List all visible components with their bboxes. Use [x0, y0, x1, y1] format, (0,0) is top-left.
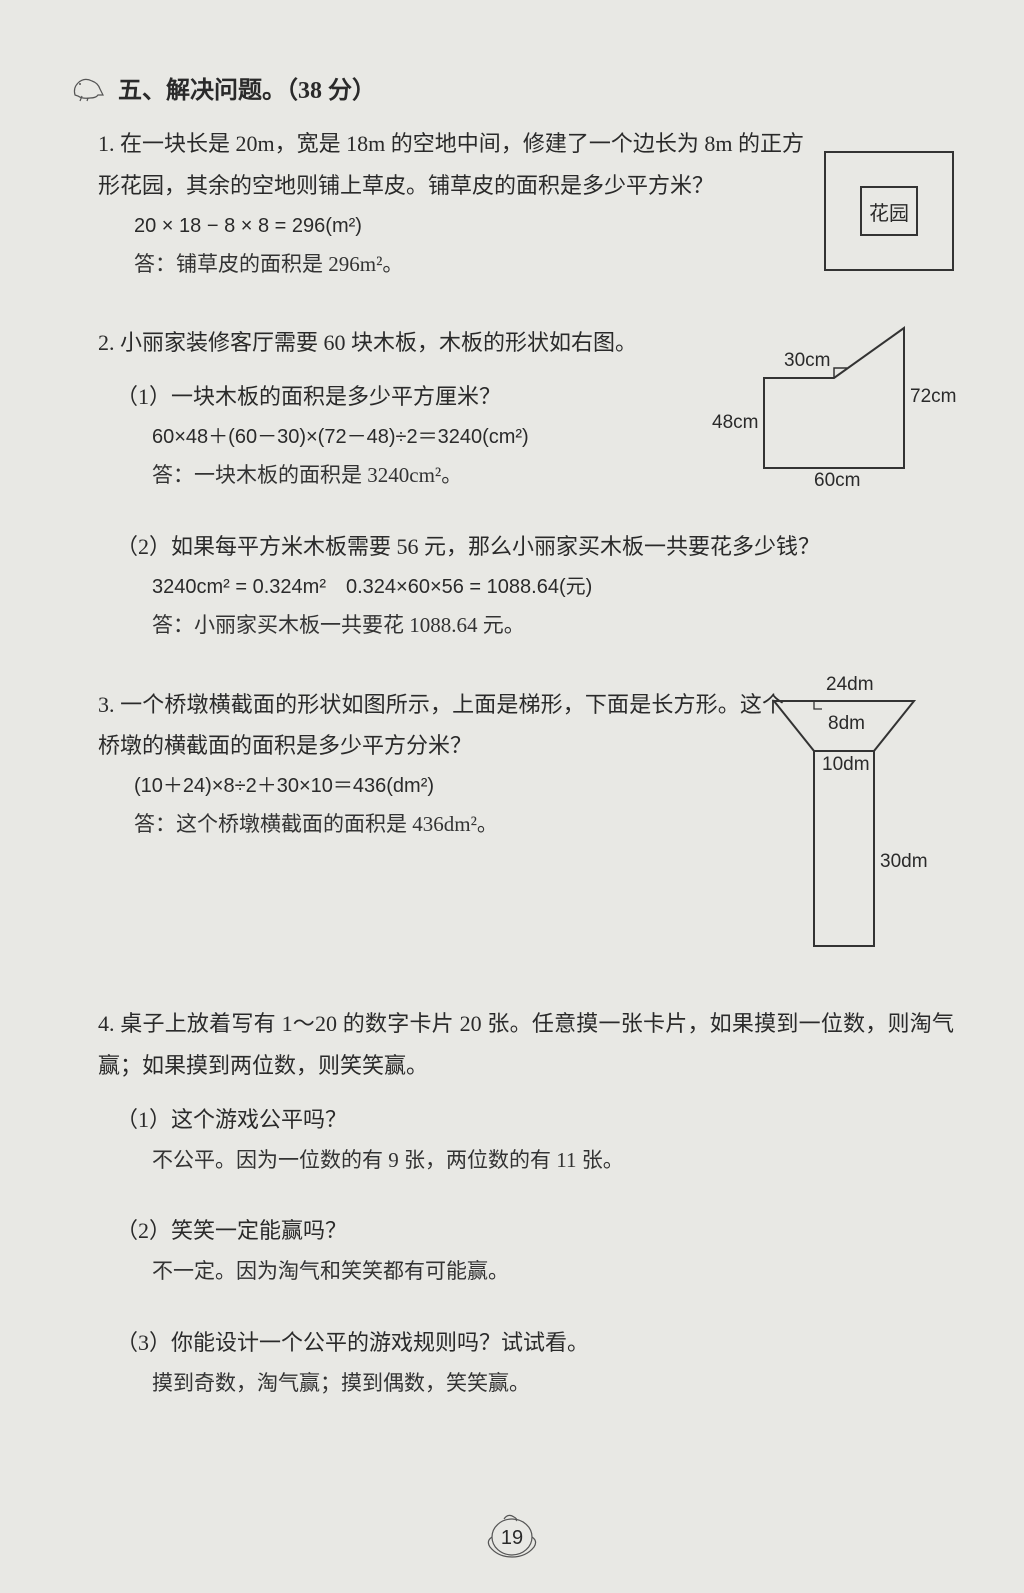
p1-garden-label: 花园 — [860, 186, 918, 236]
p4-q1-ans: 不公平。因为一位数的有 9 张，两位数的有 11 张。 — [98, 1141, 954, 1181]
section-header: 五、解决问题。（38 分） — [70, 70, 954, 105]
p4-q3: （3）你能设计一个公平的游戏规则吗？试试看。 — [98, 1322, 954, 1364]
p2-lbl-60: 60cm — [814, 470, 860, 492]
problem-4: 4. 桌子上放着写有 1～20 的数字卡片 20 张。任意摸一张卡片，如果摸到一… — [70, 1003, 954, 1404]
problem-1: 1. 在一块长是 20m，宽是 18m 的空地中间，修建了一个边长为 8m 的正… — [70, 123, 954, 284]
p1-diagram: 花园 — [824, 151, 954, 271]
p3-lbl-10: 10dm — [822, 754, 870, 776]
p2-q2-ans: 答：小丽家买木板一共要花 1088.64 元。 — [98, 606, 954, 646]
seal-icon — [70, 73, 110, 103]
p4-q2-ans: 不一定。因为淘气和笑笑都有可能赢。 — [98, 1252, 954, 1292]
page-number: 19 — [484, 1527, 540, 1550]
p2-lbl-48: 48cm — [712, 412, 758, 434]
p2-lbl-30: 30cm — [784, 350, 830, 372]
page-number-badge: 19 — [484, 1507, 540, 1563]
p4-text: 4. 桌子上放着写有 1～20 的数字卡片 20 张。任意摸一张卡片，如果摸到一… — [98, 1003, 954, 1087]
p3-lbl-24: 24dm — [826, 674, 874, 696]
p4-q3-ans: 摸到奇数，淘气赢；摸到偶数，笑笑赢。 — [98, 1364, 954, 1404]
p2-diagram: 30cm 72cm 48cm 60cm — [734, 318, 954, 493]
p2-q2: （2）如果每平方米木板需要 56 元，那么小丽家买木板一共要花多少钱？ — [98, 526, 954, 568]
p3-diagram: 24dm 8dm 10dm 30dm — [764, 676, 924, 966]
problem-2: 2. 小丽家装修客厅需要 60 块木板，木板的形状如右图。 （1）一块木板的面积… — [70, 322, 954, 645]
p2-q2-calc: 3240cm² = 0.324m² 0.324×60×56 = 1088.64(… — [98, 568, 954, 606]
section-title: 五、解决问题。（38 分） — [118, 70, 376, 105]
problem-3: 3. 一个桥墩横截面的形状如图所示，上面是梯形，下面是长方形。这个桥墩的横截面的… — [70, 684, 954, 965]
p3-lbl-30: 30dm — [880, 851, 928, 873]
p2-lbl-72: 72cm — [910, 386, 956, 408]
p4-q1: （1）这个游戏公平吗？ — [98, 1099, 954, 1141]
p3-lbl-8: 8dm — [828, 713, 865, 735]
p4-q2: （2）笑笑一定能赢吗？ — [98, 1210, 954, 1252]
